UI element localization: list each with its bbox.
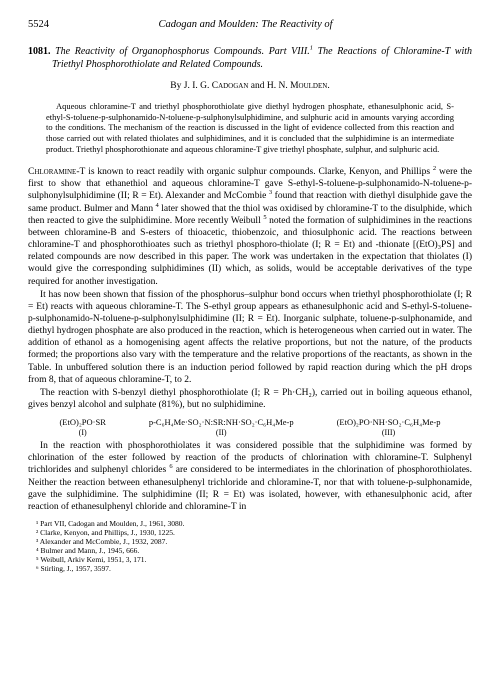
formula-2-label: (II)	[149, 428, 294, 438]
title-line-1: The Reactivity of Organophosphorus Compo…	[55, 46, 310, 57]
author-1: J. I. G. Cadogan	[184, 81, 249, 91]
authors: By J. I. G. Cadogan and H. N. Moulden.	[28, 81, 472, 93]
formula-1: (EtO)₂PO·SR (I)	[59, 417, 105, 438]
formula-3: (EtO)₂PO·NH·SO₂·C₆H₄Me-p (III)	[337, 417, 441, 438]
header-spacer	[442, 18, 472, 31]
body-p2: It has now been shown that fission of th…	[28, 289, 472, 386]
formula-row: (EtO)₂PO·SR (I) p-C₆H₄Me·SO₂·N:SR:NH·SO₂…	[38, 417, 462, 438]
abstract: Aqueous chloramine-T and triethyl phosph…	[46, 101, 454, 154]
footnote-5: ⁵ Weibull, Arkiv Kemi, 1951, 3, 171.	[28, 555, 472, 564]
footnote-1: ¹ Part VII, Cadogan and Moulden, J., 196…	[28, 519, 472, 528]
body-p1: Chloramine-T is known to react readily w…	[28, 166, 472, 288]
title-sup: 1	[310, 45, 313, 52]
footnote-4: ⁴ Bulmer and Mann, J., 1945, 666.	[28, 546, 472, 555]
p1-seg-b: is known to react readily with organic s…	[85, 167, 433, 177]
running-title: Cadogan and Moulden: The Reactivity of	[49, 18, 442, 31]
formula-2: p-C₆H₄Me·SO₂·N:SR:NH·SO₂·C₆H₄Me-p (II)	[149, 417, 294, 438]
formula-1-text: (EtO)₂PO·SR	[59, 417, 105, 427]
body-p4: In the reaction with phosphorothiolates …	[28, 440, 472, 513]
header: 5524 Cadogan and Moulden: The Reactivity…	[28, 18, 472, 31]
by-label: By	[170, 81, 181, 91]
formula-3-label: (III)	[337, 428, 441, 438]
footnotes: ¹ Part VII, Cadogan and Moulden, J., 196…	[28, 519, 472, 573]
p1-seg-f: noted the formation of sulphidimines in …	[28, 216, 472, 287]
body-text: Chloramine-T is known to react readily w…	[28, 166, 472, 411]
body-p3: The reaction with S-benzyl diethyl phosp…	[28, 387, 472, 411]
body-text-2: In the reaction with phosphorothiolates …	[28, 440, 472, 513]
page-number: 5524	[28, 18, 49, 31]
footnote-3: ³ Alexander and McCombie, J., 1932, 2087…	[28, 537, 472, 546]
formula-3-text: (EtO)₂PO·NH·SO₂·C₆H₄Me-p	[337, 417, 441, 427]
footnote-6: ⁶ Stirling, J., 1957, 3597.	[28, 564, 472, 573]
article-title: 1081. The Reactivity of Organophosphorus…	[28, 45, 472, 71]
abstract-p1: Aqueous chloramine-T and triethyl phosph…	[46, 101, 454, 154]
and-label: and	[251, 81, 265, 91]
p1-lead: Chloramine-T	[28, 167, 85, 177]
formula-2-text: p-C₆H₄Me·SO₂·N:SR:NH·SO₂·C₆H₄Me-p	[149, 417, 294, 427]
page: 5524 Cadogan and Moulden: The Reactivity…	[0, 0, 500, 591]
footnote-2: ² Clarke, Kenyon, and Phillips, J., 1930…	[28, 528, 472, 537]
article-number: 1081.	[28, 46, 51, 57]
formula-1-label: (I)	[59, 428, 105, 438]
author-2: H. N. Moulden.	[267, 81, 330, 91]
